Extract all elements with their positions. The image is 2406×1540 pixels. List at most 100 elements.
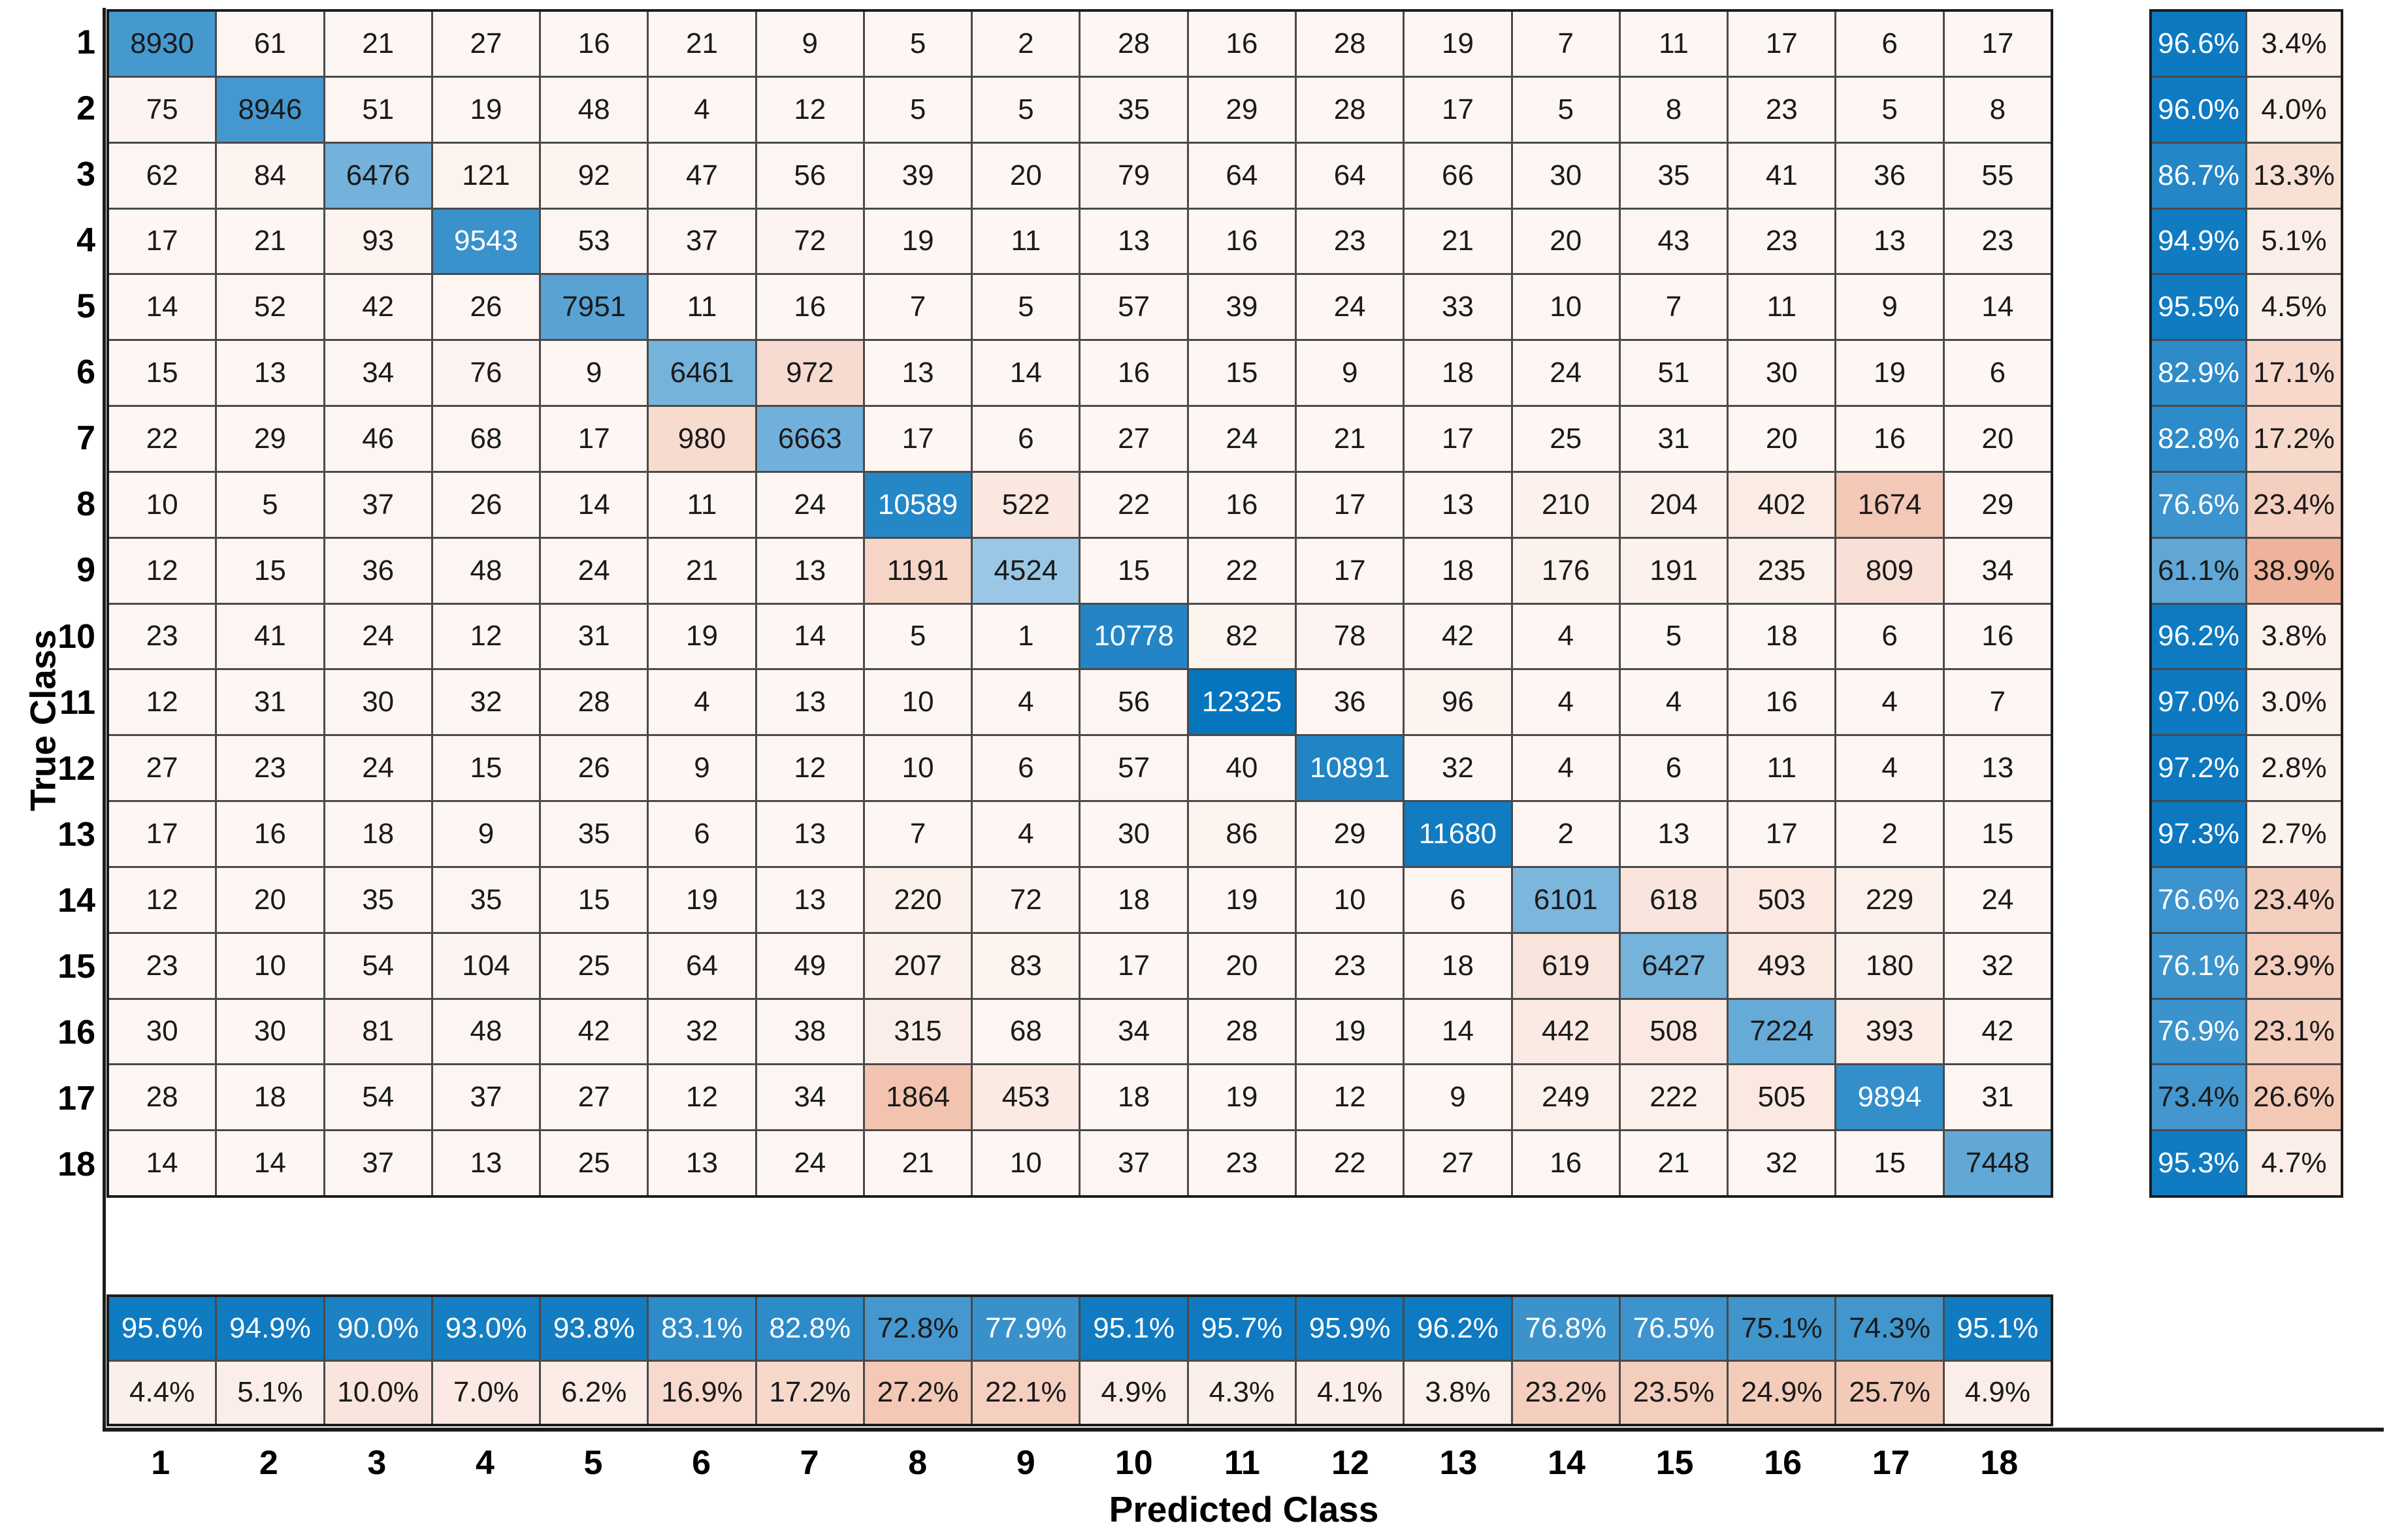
matrix-cell: 19 — [649, 604, 755, 669]
matrix-cell: 16 — [217, 802, 323, 866]
matrix-cell: 19 — [864, 209, 971, 274]
x-tick-label: 13 — [1439, 1444, 1478, 1482]
row-summary-correct-cell: 95.3% — [2152, 1131, 2245, 1195]
row-summary-correct-cell: 95.5% — [2152, 275, 2245, 340]
matrix-cell: 5 — [1836, 77, 1943, 142]
matrix-cell: 980 — [649, 407, 755, 471]
matrix-cell: 33 — [1405, 275, 1511, 340]
row-summary-incorrect-cell: 4.5% — [2247, 275, 2341, 340]
matrix-cell: 402 — [1729, 472, 1835, 537]
matrix-cell: 7 — [864, 802, 971, 866]
matrix-cell: 38 — [756, 999, 863, 1064]
matrix-cell: 34 — [756, 1065, 863, 1130]
x-tick-label: 16 — [1764, 1444, 1802, 1482]
matrix-cell: 18 — [1081, 867, 1187, 932]
matrix-cell: 20 — [1512, 209, 1619, 274]
col-summary-correct-cell: 75.1% — [1729, 1297, 1835, 1360]
matrix-cell: 75 — [109, 77, 216, 142]
matrix-cell: 7951 — [541, 275, 647, 340]
matrix-cell: 6461 — [649, 341, 755, 405]
matrix-cell: 92 — [541, 143, 647, 208]
matrix-cell: 57 — [1081, 275, 1187, 340]
x-axis-line — [103, 1428, 2384, 1432]
matrix-cell: 17 — [864, 407, 971, 471]
matrix-cell: 30 — [109, 999, 216, 1064]
matrix-cell: 4 — [1836, 670, 1943, 735]
matrix-cell: 54 — [325, 1065, 431, 1130]
matrix-cell: 9 — [541, 341, 647, 405]
matrix-cell: 30 — [1081, 802, 1187, 866]
row-summary-incorrect-cell: 3.8% — [2247, 604, 2341, 669]
matrix-cell: 55 — [1944, 143, 2051, 208]
matrix-cell: 19 — [1297, 999, 1403, 1064]
row-summary-incorrect-cell: 13.3% — [2247, 143, 2341, 208]
y-tick-label: 6 — [76, 353, 95, 392]
y-tick-label: 2 — [76, 89, 95, 127]
matrix-cell: 13 — [756, 802, 863, 866]
row-summary-incorrect-cell: 23.9% — [2247, 933, 2341, 998]
matrix-cell: 9894 — [1836, 1065, 1943, 1130]
matrix-cell: 16 — [1729, 670, 1835, 735]
matrix-cell: 23 — [109, 933, 216, 998]
matrix-cell: 4 — [1620, 670, 1727, 735]
matrix-cell: 82 — [1188, 604, 1295, 669]
col-summary-correct-cell: 96.2% — [1405, 1297, 1511, 1360]
matrix-cell: 52 — [217, 275, 323, 340]
matrix-cell: 10 — [217, 933, 323, 998]
col-summary-incorrect-cell: 7.0% — [432, 1361, 540, 1424]
matrix-cell: 972 — [756, 341, 863, 405]
col-summary-incorrect-cell: 23.5% — [1620, 1361, 1727, 1424]
matrix-cell: 27 — [1081, 407, 1187, 471]
y-tick-label: 11 — [59, 683, 95, 722]
matrix-cell: 16 — [756, 275, 863, 340]
matrix-cell: 57 — [1081, 736, 1187, 800]
matrix-cell: 12 — [756, 736, 863, 800]
matrix-cell: 15 — [1188, 341, 1295, 405]
col-summary-correct-cell: 93.0% — [432, 1297, 540, 1360]
matrix-cell: 23 — [217, 736, 323, 800]
matrix-cell: 32 — [1944, 933, 2051, 998]
matrix-cell: 5 — [973, 77, 1079, 142]
matrix-cell: 21 — [1405, 209, 1511, 274]
matrix-cell: 19 — [1405, 12, 1511, 76]
matrix-cell: 9 — [1836, 275, 1943, 340]
matrix-cell: 29 — [1188, 77, 1295, 142]
matrix-cell: 76 — [432, 341, 540, 405]
matrix-cell: 40 — [1188, 736, 1295, 800]
matrix-cell: 235 — [1729, 538, 1835, 603]
matrix-cell: 17 — [1944, 12, 2051, 76]
matrix-cell: 7 — [1512, 12, 1619, 76]
matrix-cell: 29 — [217, 407, 323, 471]
col-summary-incorrect-cell: 4.9% — [1944, 1361, 2051, 1424]
matrix-cell: 30 — [325, 670, 431, 735]
matrix-cell: 15 — [109, 341, 216, 405]
matrix-cell: 191 — [1620, 538, 1727, 603]
matrix-cell: 9543 — [432, 209, 540, 274]
x-axis-label: Predicted Class — [1109, 1489, 1379, 1530]
matrix-cell: 24 — [756, 472, 863, 537]
matrix-cell: 42 — [1405, 604, 1511, 669]
matrix-cell: 51 — [1620, 341, 1727, 405]
matrix-cell: 17 — [109, 802, 216, 866]
matrix-cell: 4 — [1512, 736, 1619, 800]
matrix-cell: 522 — [973, 472, 1079, 537]
matrix-cell: 41 — [217, 604, 323, 669]
matrix-cell: 176 — [1512, 538, 1619, 603]
matrix-cell: 5 — [973, 275, 1079, 340]
matrix-cell: 30 — [217, 999, 323, 1064]
matrix-cell: 20 — [1944, 407, 2051, 471]
matrix-cell: 84 — [217, 143, 323, 208]
matrix-cell: 18 — [1405, 538, 1511, 603]
matrix-cell: 14 — [109, 275, 216, 340]
matrix-cell: 18 — [217, 1065, 323, 1130]
matrix-cell: 15 — [1944, 802, 2051, 866]
y-tick-label: 15 — [57, 948, 95, 986]
x-tick-label: 3 — [367, 1444, 387, 1482]
row-summary-correct-cell: 76.9% — [2152, 999, 2245, 1064]
row-summary-correct-cell: 97.3% — [2152, 802, 2245, 866]
matrix-cell: 315 — [864, 999, 971, 1064]
col-summary-correct-cell: 95.9% — [1297, 1297, 1403, 1360]
matrix-cell: 48 — [432, 999, 540, 1064]
matrix-cell: 31 — [541, 604, 647, 669]
matrix-cell: 28 — [1297, 12, 1403, 76]
